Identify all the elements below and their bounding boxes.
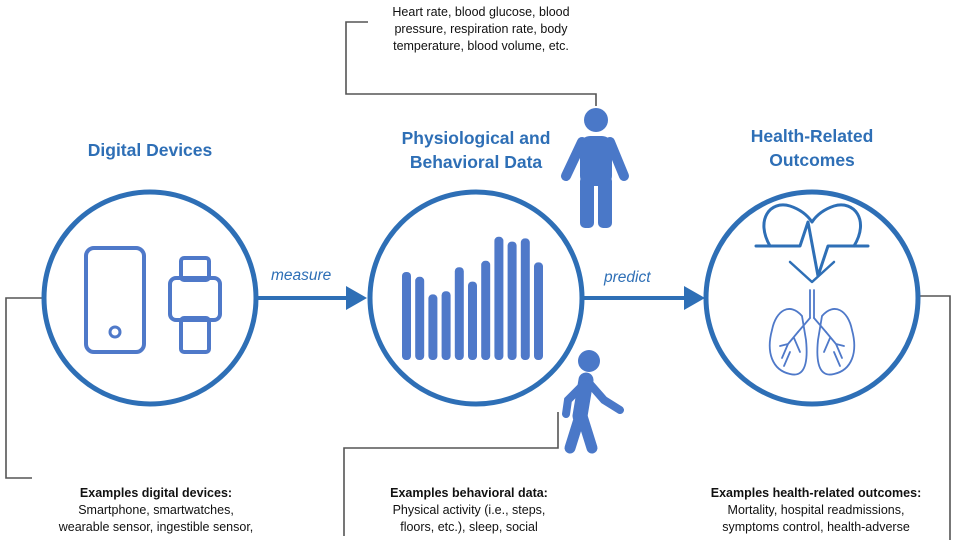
- physiological-example-bracket: [345, 21, 597, 106]
- signal-bar: [454, 267, 464, 360]
- data-title: Physiological and Behavioral Data: [376, 126, 576, 174]
- outcomes-title-line: Health-Related: [750, 126, 874, 146]
- physiological-examples: Heart rate, blood glucose, blood pressur…: [370, 4, 592, 55]
- behavioral-example-bracket: [343, 412, 559, 536]
- devices-example-line: wearable sensor, ingestible sensor,: [58, 520, 254, 534]
- smartwatch-icon: [168, 256, 222, 354]
- outcomes-example-line: Mortality, hospital readmissions,: [727, 503, 905, 517]
- heart-pulse-icon: [754, 203, 870, 284]
- signal-bar: [468, 281, 477, 360]
- outcomes-examples: Examples health-related outcomes: Mortal…: [694, 485, 938, 536]
- devices-examples-title: Examples digital devices:: [79, 486, 233, 500]
- behavioral-examples-title: Examples behavioral data:: [390, 486, 548, 500]
- devices-circle: [41, 189, 259, 407]
- data-circle: [367, 189, 585, 407]
- behavioral-example-line: floors, etc.), sleep, social: [400, 520, 538, 534]
- outcomes-example-bracket: [918, 295, 951, 540]
- signal-bar: [428, 294, 438, 360]
- signal-bar: [520, 238, 530, 360]
- walking-person-icon: [562, 350, 624, 454]
- data-title-line: Behavioral Data: [409, 152, 543, 172]
- signal-bar: [507, 241, 517, 360]
- standing-person-icon: [561, 108, 629, 228]
- devices-title-line: Digital Devices: [87, 140, 213, 160]
- signal-bar: [534, 262, 543, 360]
- smartphone-icon: [84, 246, 146, 354]
- physiological-example-line: temperature, blood volume, etc.: [393, 39, 569, 53]
- behavioral-example-line: Physical activity (i.e., steps,: [392, 503, 546, 517]
- devices-examples: Examples digital devices: Smartphone, sm…: [28, 485, 284, 536]
- signal-bar: [441, 291, 451, 360]
- data-title-line: Physiological and: [401, 128, 551, 148]
- outcomes-example-line: symptoms control, health-adverse: [722, 520, 910, 534]
- devices-example-line: Smartphone, smartwatches,: [78, 503, 234, 517]
- signal-bar: [481, 260, 491, 360]
- outcomes-examples-title: Examples health-related outcomes:: [710, 486, 922, 500]
- lungs-icon: [768, 289, 856, 376]
- physiological-example-line: Heart rate, blood glucose, blood: [392, 5, 570, 19]
- predict-arrow: [584, 286, 705, 310]
- devices-title: Digital Devices: [60, 138, 240, 162]
- signal-bar: [402, 272, 411, 360]
- physiological-example-line: pressure, respiration rate, body: [394, 22, 568, 36]
- bar-signal-icon: [402, 236, 543, 360]
- predict-label: predict: [604, 269, 651, 286]
- devices-example-bracket: [5, 297, 42, 479]
- measure-arrow: [258, 286, 367, 310]
- outcomes-title-line: Outcomes: [769, 150, 855, 170]
- outcomes-circle: [703, 189, 921, 407]
- behavioral-examples: Examples behavioral data: Physical activ…: [366, 485, 572, 536]
- measure-label: measure: [271, 267, 332, 284]
- signal-bar: [494, 236, 504, 360]
- signal-bar: [415, 276, 425, 360]
- outcomes-title: Health-Related Outcomes: [722, 124, 902, 172]
